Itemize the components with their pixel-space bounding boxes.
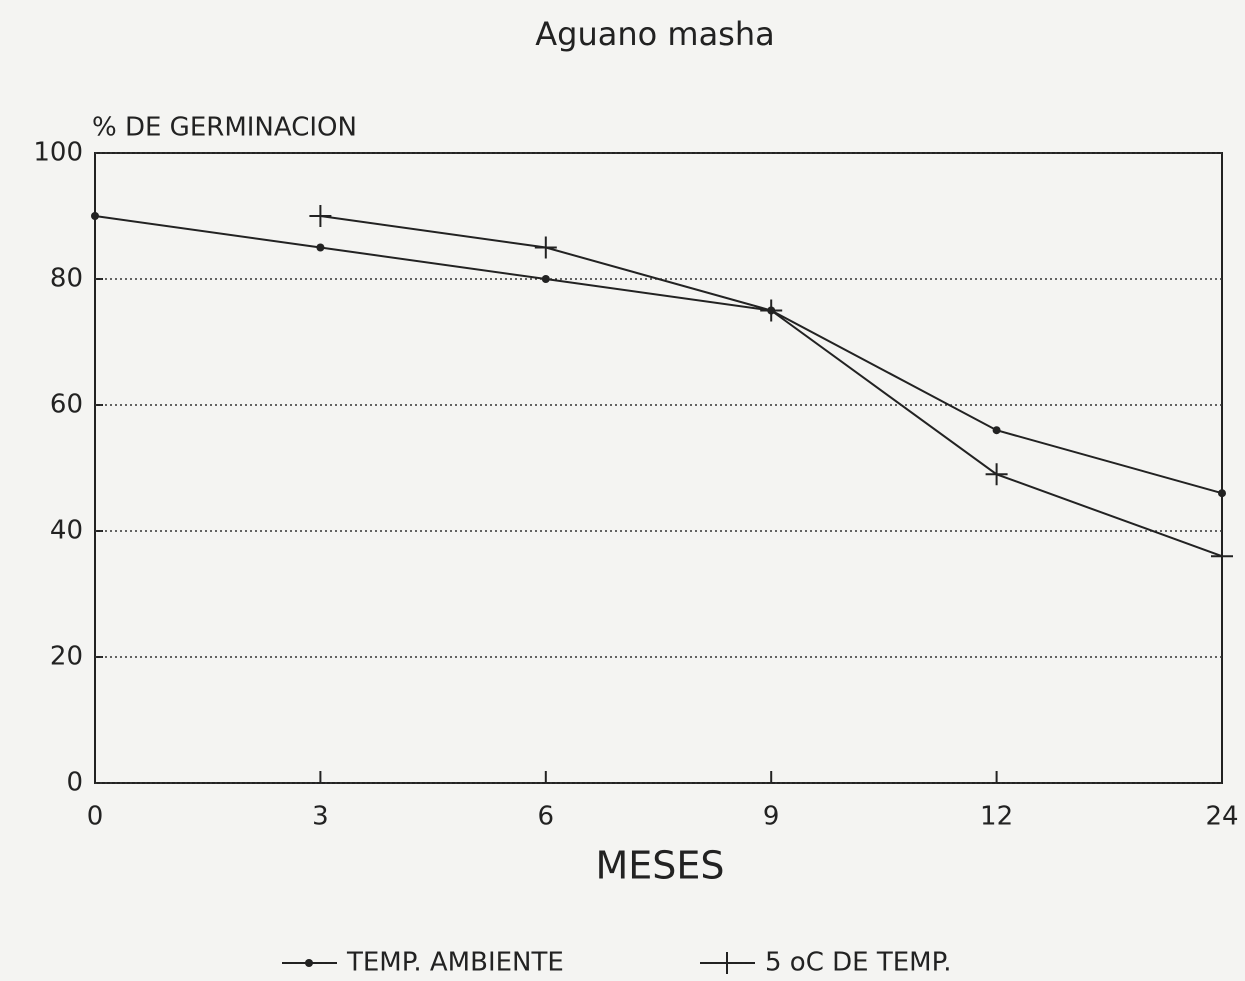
legend-marker (305, 959, 313, 967)
x-axis-label: MESES (595, 844, 724, 888)
plot-frame (94, 152, 1223, 784)
y-tick-label: 80 (50, 264, 83, 294)
series-line (94, 215, 1223, 495)
marker (316, 243, 325, 252)
x-tick-label: 24 (1205, 802, 1238, 832)
y-tick-label: 0 (66, 768, 83, 798)
marker (91, 212, 99, 220)
marker (541, 275, 550, 283)
y-tick-label: 40 (50, 516, 83, 546)
legend-label: 5 oC DE TEMP. (765, 948, 951, 978)
y-axis-label: % DE GERMINACION (92, 113, 357, 143)
x-tick-label: 12 (980, 802, 1013, 832)
x-tick-label: 3 (312, 802, 329, 832)
y-tick-label: 20 (50, 642, 83, 672)
marker (985, 463, 1008, 486)
x-tick-label: 0 (87, 802, 104, 832)
marker (1211, 545, 1233, 568)
marker (992, 426, 1001, 435)
marker (1218, 489, 1226, 498)
marker (760, 299, 783, 322)
marker (309, 205, 332, 227)
y-tick-label: 60 (50, 390, 83, 420)
chart-title: Aguano masha (535, 15, 774, 53)
x-tick-label: 6 (538, 802, 555, 832)
x-tick-label: 9 (763, 802, 780, 832)
legend-label: TEMP. AMBIENTE (346, 948, 564, 978)
marker (534, 236, 557, 259)
y-tick-label: 100 (33, 138, 83, 168)
